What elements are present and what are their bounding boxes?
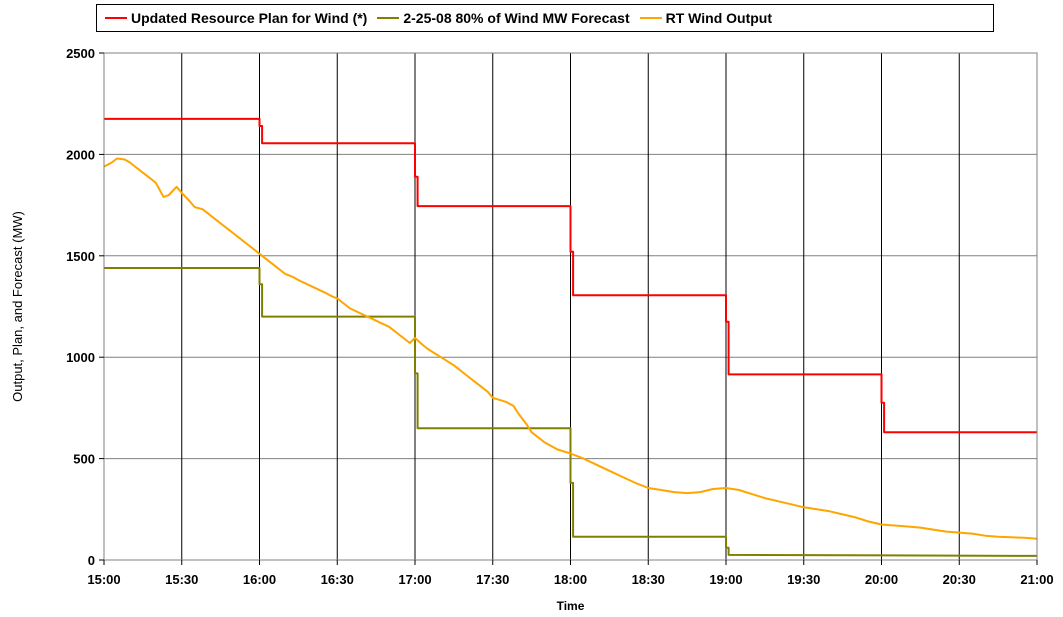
x-axis-ticks: 15:00 15:30 16:00 16:30 17:00 17:30 18:00 18:30… [87, 560, 1054, 587]
y-tick-label: 1500 [66, 249, 95, 264]
series-line-rt-wind-output [103, 157, 1038, 540]
y-tick-label: 2500 [66, 46, 95, 61]
x-tick-label: 21:00 [1020, 572, 1053, 587]
legend-item-rt-wind-output: RT Wind Output [639, 10, 773, 26]
x-tick-label: 18:30 [632, 572, 665, 587]
series-line-resource-plan [104, 117, 1037, 434]
x-tick-label: 20:00 [865, 572, 898, 587]
chart-series [103, 117, 1038, 557]
y-tick-label: 1000 [66, 350, 95, 365]
x-tick-label: 18:00 [554, 572, 587, 587]
legend-label-rt-wind-output: RT Wind Output [665, 10, 773, 26]
legend-label-wind-forecast: 2-25-08 80% of Wind MW Forecast [403, 10, 630, 26]
chart-grid [104, 52, 1037, 561]
y-tick-label: 2000 [66, 147, 95, 162]
series-line-wind-forecast [104, 267, 1038, 557]
legend-swatch-resource-plan [105, 17, 127, 19]
x-tick-label: 20:30 [943, 572, 976, 587]
chart-legend: Updated Resource Plan for Wind (*) 2-25-… [96, 4, 994, 32]
legend-swatch-rt-wind-output [639, 17, 662, 19]
x-tick-label: 17:30 [476, 572, 509, 587]
x-tick-label: 17:00 [398, 572, 431, 587]
legend-item-resource-plan: Updated Resource Plan for Wind (*) [105, 10, 367, 26]
legend-item-wind-forecast: 2-25-08 80% of Wind MW Forecast [377, 10, 630, 26]
x-tick-label: 15:30 [165, 572, 198, 587]
legend-label-resource-plan: Updated Resource Plan for Wind (*) [131, 10, 368, 26]
x-tick-label: 19:30 [787, 572, 820, 587]
x-tick-label: 16:00 [243, 572, 276, 587]
x-tick-label: 15:00 [87, 572, 120, 587]
y-axis-ticks: 0 500 1000 1500 2000 2500 [66, 46, 104, 568]
x-axis-title: Time [557, 599, 585, 613]
legend-swatch-wind-forecast [377, 17, 400, 19]
x-tick-label: 19:00 [709, 572, 742, 587]
x-tick-label: 16:30 [321, 572, 354, 587]
y-tick-label: 500 [73, 452, 95, 467]
y-axis-title: Output, Plan, and Forecast (MW) [10, 211, 25, 402]
y-tick-label: 0 [88, 553, 95, 568]
